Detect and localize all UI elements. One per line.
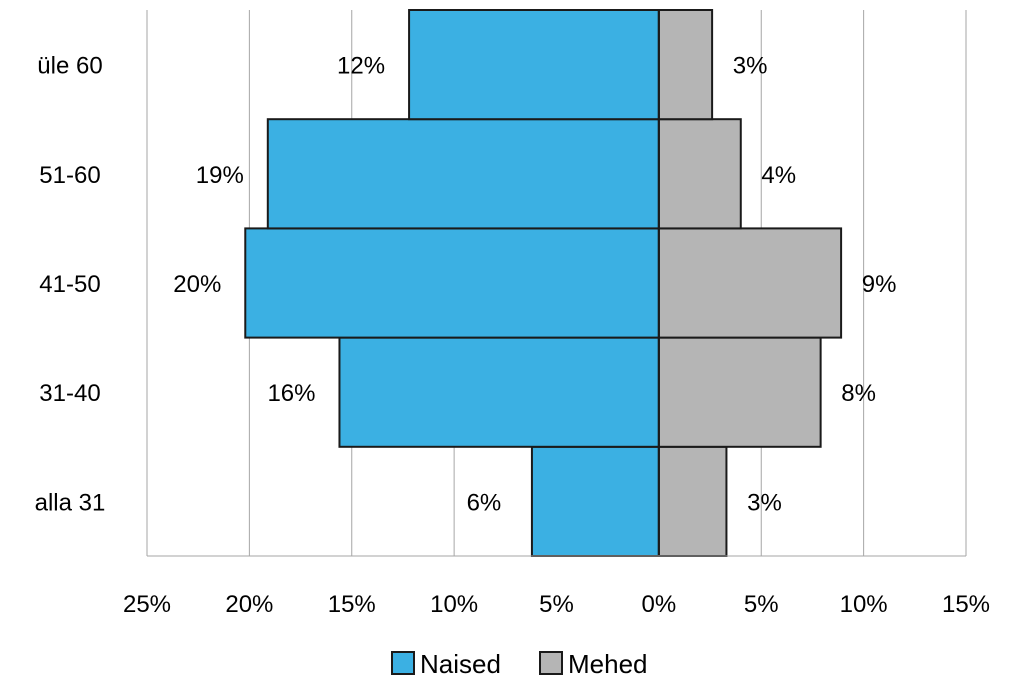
category-label: 51-60 [39, 162, 100, 189]
data-label: 3% [747, 489, 782, 516]
x-tick-label: 15% [942, 591, 990, 618]
data-label: 12% [337, 53, 385, 80]
category-label: alla 31 [35, 489, 106, 516]
category-label: 31-40 [39, 380, 100, 407]
x-tick-label: 5% [744, 591, 779, 618]
x-tick-label: 20% [225, 591, 273, 618]
x-tick-label: 5% [539, 591, 574, 618]
x-tick-label: 0% [642, 591, 677, 618]
legend-label-naised: Naised [420, 649, 501, 679]
bar-naised [408, 9, 660, 121]
bar-naised [338, 336, 660, 448]
bar-naised [244, 227, 660, 339]
bar-mehed [657, 9, 714, 121]
bar-mehed [657, 336, 822, 448]
category-label: 41-50 [39, 271, 100, 298]
data-label: 16% [267, 380, 315, 407]
data-label: 3% [733, 53, 768, 80]
category-label: üle 60 [37, 53, 102, 80]
data-label: 19% [196, 162, 244, 189]
data-label: 4% [761, 162, 796, 189]
legend-label-mehed: Mehed [568, 649, 648, 679]
x-axis-ticks: 25% 20% 15% 10% 5% 0% 5% 10% 15% [123, 591, 990, 618]
data-labels: 6% 16% 20% 19% 12% 3% 8% 9% 4% 3% [173, 53, 896, 517]
x-tick-label: 10% [840, 591, 888, 618]
bar-mehed [657, 227, 843, 339]
legend-swatch-naised [391, 651, 415, 675]
bar-mehed [657, 445, 728, 557]
data-label: 9% [862, 271, 897, 298]
x-tick-label: 15% [328, 591, 376, 618]
bar-mehed [657, 118, 742, 230]
legend: Naised Mehed [391, 649, 648, 679]
category-labels: alla 31 31-40 41-50 51-60 üle 60 [35, 53, 106, 517]
legend-swatch-mehed [539, 651, 563, 675]
data-label: 6% [467, 489, 502, 516]
data-label: 20% [173, 271, 221, 298]
x-tick-label: 10% [430, 591, 478, 618]
x-tick-label: 25% [123, 591, 171, 618]
bar-naised [530, 445, 660, 557]
data-label: 8% [841, 380, 876, 407]
bars [244, 9, 843, 557]
bar-naised [266, 118, 660, 230]
